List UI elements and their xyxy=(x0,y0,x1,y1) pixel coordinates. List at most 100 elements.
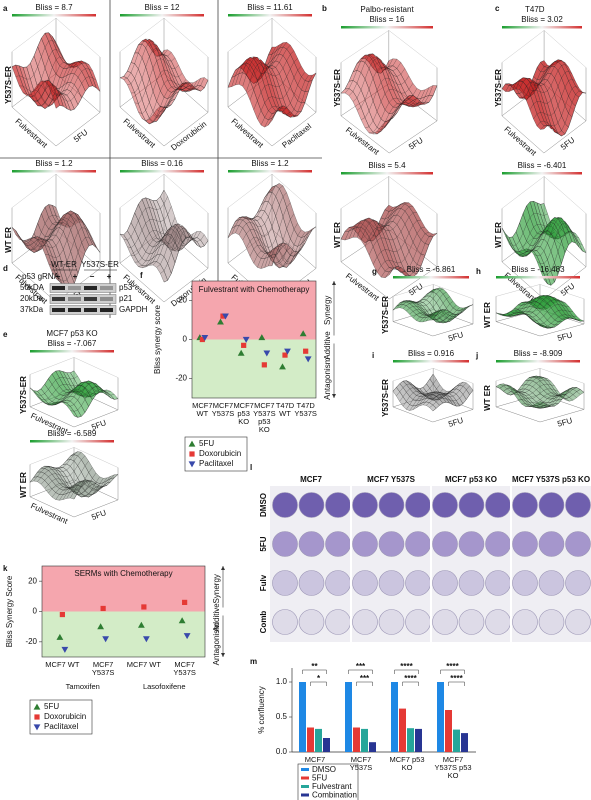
marker xyxy=(303,348,309,354)
axis-box xyxy=(119,106,165,147)
axis-box xyxy=(495,406,541,423)
axis-box xyxy=(227,173,273,208)
plate-well xyxy=(485,570,511,596)
marker xyxy=(34,714,40,720)
legend-swatch xyxy=(301,793,309,797)
plot-title: Bliss = 11.61 xyxy=(247,3,293,12)
surface-mesh xyxy=(48,227,93,270)
region-label: Antagonism xyxy=(212,623,221,666)
surface-mesh xyxy=(33,63,79,106)
plate-well xyxy=(405,609,431,635)
y-tick-label: -20 xyxy=(25,637,37,646)
color-bar xyxy=(228,170,312,173)
plate-well xyxy=(405,570,431,596)
axis-box xyxy=(539,323,585,337)
surface-mesh xyxy=(521,394,566,407)
surface-mesh xyxy=(385,85,434,122)
significance-bracket xyxy=(310,681,327,686)
group-label: Tamoxifen xyxy=(65,682,100,691)
marker xyxy=(188,461,196,468)
surface-mesh xyxy=(419,383,460,406)
surface-mesh xyxy=(73,392,119,418)
surface-mesh xyxy=(48,68,93,96)
bar xyxy=(415,728,422,752)
y-tick-label: 0 xyxy=(33,607,38,616)
surface-mesh xyxy=(145,234,190,268)
surface-mesh xyxy=(44,218,90,258)
axis-label: Fulvestrant xyxy=(344,271,381,303)
bar xyxy=(345,682,352,752)
surface-mesh xyxy=(70,386,115,412)
plate-well xyxy=(272,570,298,596)
region-synergy xyxy=(42,566,205,612)
plate-well xyxy=(432,570,458,596)
group-label: Lasofoxifene xyxy=(142,682,186,691)
plate-well xyxy=(272,492,298,518)
surface-mesh xyxy=(30,64,75,109)
plate-well xyxy=(325,492,351,518)
surface-mesh xyxy=(163,237,209,283)
surface-mesh xyxy=(356,66,405,111)
color-bar xyxy=(120,14,204,17)
surface-mesh xyxy=(37,61,82,101)
axis-box xyxy=(11,262,57,303)
plot-title: Bliss = -8.909 xyxy=(514,349,563,358)
arrow-head xyxy=(332,394,336,398)
plate-well xyxy=(378,531,405,557)
surface-mesh xyxy=(344,207,393,242)
surface-mesh xyxy=(55,476,100,500)
blot-band xyxy=(84,297,97,301)
blot-band xyxy=(84,308,97,312)
plate-well xyxy=(325,570,351,596)
marker xyxy=(182,599,188,605)
plate-well xyxy=(538,570,565,596)
plate-well xyxy=(565,531,591,557)
color-bar xyxy=(393,360,469,363)
surface-mesh xyxy=(429,305,470,321)
surface-mesh xyxy=(26,222,71,248)
significance: *** xyxy=(360,674,370,683)
y-tick-label: -20 xyxy=(175,374,187,383)
marker xyxy=(304,356,312,363)
surface-mesh xyxy=(119,189,165,235)
marker xyxy=(258,334,266,341)
panel-letter: b xyxy=(322,4,327,13)
surface-mesh xyxy=(29,453,75,483)
surface-mesh xyxy=(37,382,82,401)
significance-bracket xyxy=(302,669,327,674)
blot-band xyxy=(52,308,65,312)
surface-mesh xyxy=(372,220,421,265)
surface-mesh xyxy=(149,82,194,123)
region-label: Antagonism xyxy=(323,357,332,400)
blot-sign: + xyxy=(107,272,112,281)
surface-mesh xyxy=(15,40,60,80)
bar xyxy=(353,727,360,752)
plate-well xyxy=(432,609,458,635)
surface-mesh xyxy=(356,202,405,238)
region-label: Additive xyxy=(323,331,332,360)
color-bar xyxy=(496,276,580,279)
axis-box xyxy=(55,17,101,58)
surface-mesh xyxy=(238,185,284,235)
plate-well xyxy=(458,609,485,635)
surface-mesh xyxy=(235,183,280,233)
surface-mesh xyxy=(41,212,86,248)
axis-box xyxy=(340,115,390,154)
surface-mesh xyxy=(426,307,467,322)
plate-well xyxy=(565,492,591,518)
surface-mesh xyxy=(396,379,437,397)
surface-mesh xyxy=(402,288,444,309)
axis-box xyxy=(389,266,438,300)
marker xyxy=(142,636,150,643)
plate-well xyxy=(458,492,485,518)
surface-mesh xyxy=(536,222,580,264)
y-tick-label: 1.0 xyxy=(276,677,288,686)
surface-mesh xyxy=(55,385,100,403)
axis-box xyxy=(340,176,389,209)
surface-mesh xyxy=(536,85,580,127)
blot-sign: − xyxy=(56,272,61,281)
axis-box xyxy=(11,173,57,208)
plate-well xyxy=(298,492,325,518)
bar xyxy=(399,708,406,752)
